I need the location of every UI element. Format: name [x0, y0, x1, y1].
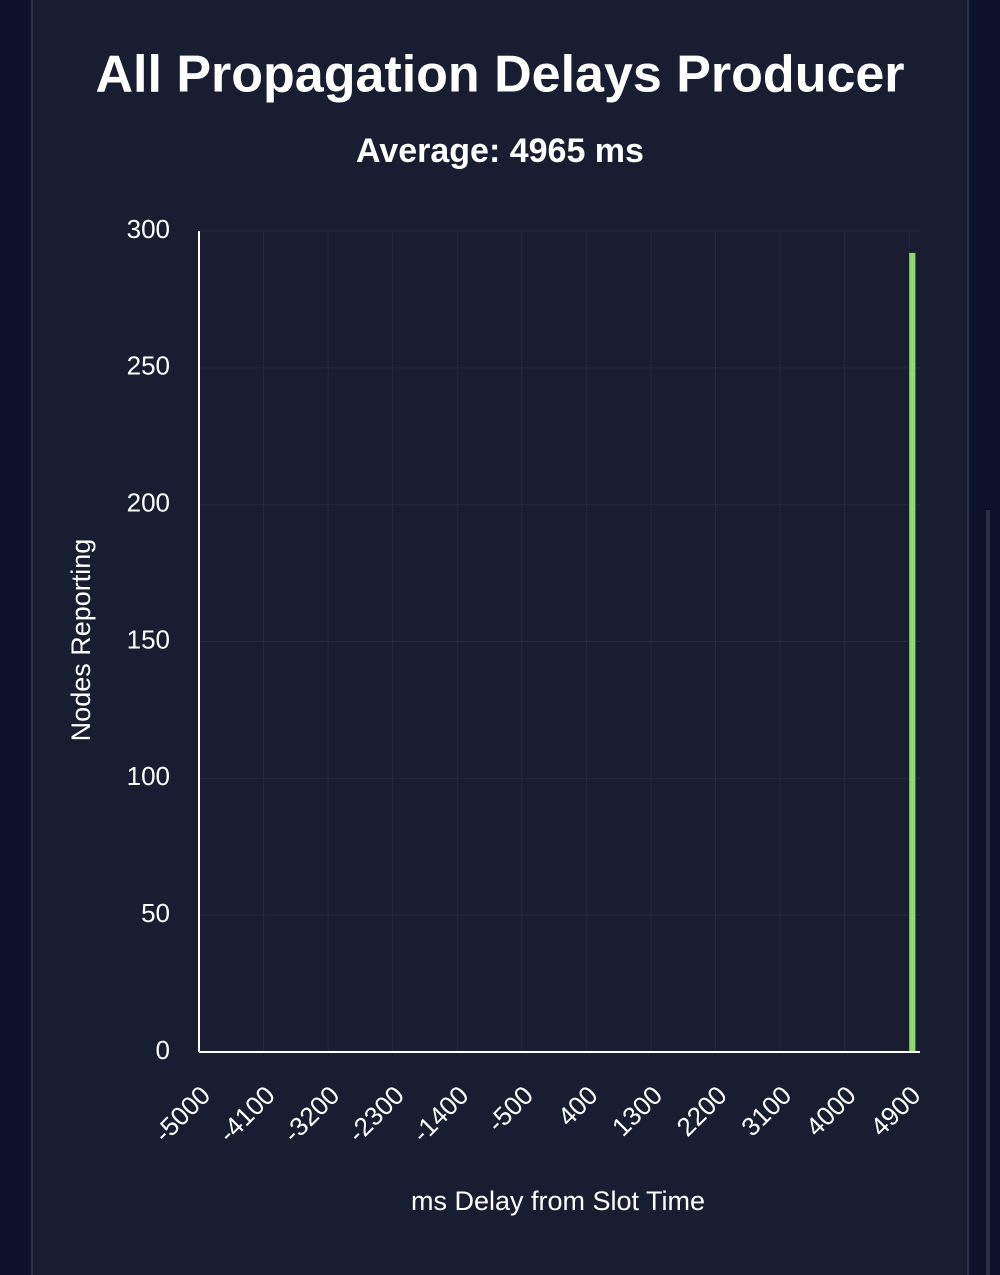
x-axis-label: ms Delay from Slot Time — [411, 1186, 705, 1216]
y-tick-label: 150 — [127, 624, 170, 654]
bar — [909, 252, 916, 1053]
chart-title: All Propagation Delays Producer — [95, 46, 904, 104]
y-tick-label: 100 — [127, 761, 170, 791]
y-tick-label: 300 — [127, 214, 170, 244]
chart-subtitle: Average: 4965 ms — [356, 132, 644, 170]
y-tick-label: 0 — [156, 1035, 170, 1065]
y-tick-label: 200 — [127, 488, 170, 518]
card — [31, 0, 969, 1275]
y-axis-label: Nodes Reporting — [66, 539, 96, 742]
y-tick-label: 50 — [141, 898, 170, 928]
y-tick-label: 250 — [127, 351, 170, 381]
